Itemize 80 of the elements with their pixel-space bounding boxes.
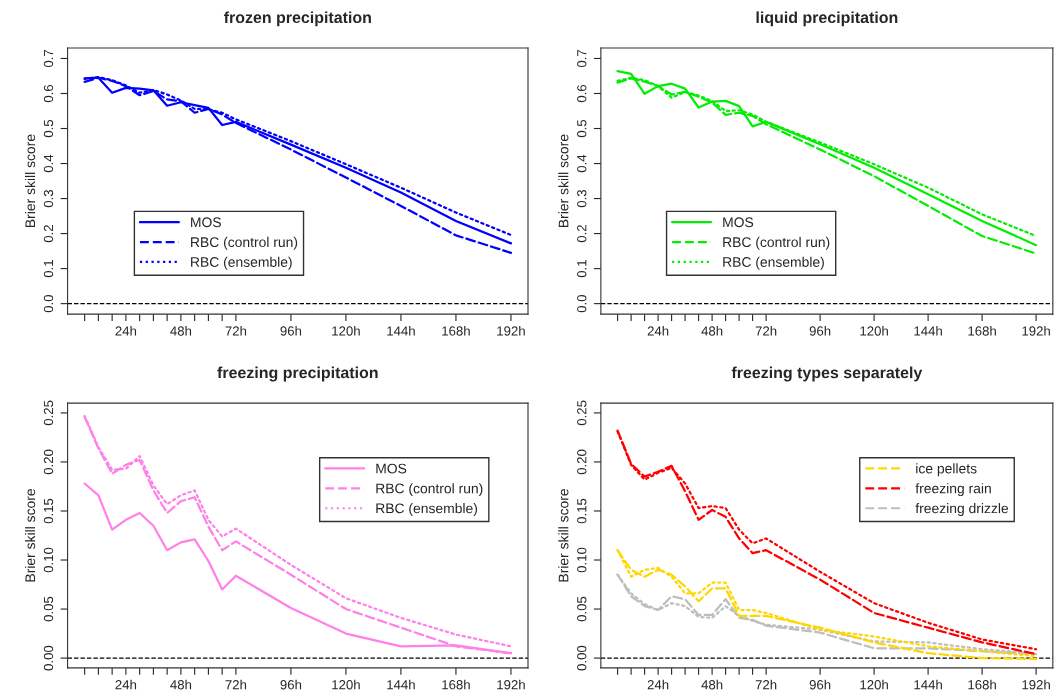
legend-label: RBC (ensemble) [723,256,824,270]
x-tick-label: 192h [497,325,525,336]
x-tick-label: 48h [170,679,192,690]
y-tick-label: 0.15 [577,498,587,524]
legend-label: RBC (control run) [376,483,483,497]
x-tick-label: 192h [497,679,525,690]
x-tick-label: 120h [332,679,360,690]
x-tick-label: 168h [968,325,996,336]
y-tick-label: 0.20 [577,449,587,475]
x-tick-label: 24h [647,679,669,690]
x-tick-label: 192h [1022,325,1050,336]
y-axis-title: Brier skill score [24,489,36,582]
x-tick-label: 120h [860,679,888,690]
chart-title: freezing types separately [731,366,923,382]
x-tick-label: 144h [387,325,415,336]
x-tick-label: 24h [115,679,137,690]
y-tick-label: 0.05 [43,596,54,622]
y-tick-label: 0.10 [43,547,54,573]
x-tick-label: 96h [280,679,302,690]
x-tick-label: 168h [442,325,470,336]
legend-label: RBC (ensemble) [191,256,292,270]
y-tick-label: 0.2 [577,225,587,243]
y-tick-label: 0.0 [577,294,587,313]
legend-label: MOS [376,463,407,474]
x-tick-label: 144h [914,679,942,690]
y-axis-title: Brier skill score [558,134,569,227]
y-tick-label: 0.1 [43,260,54,278]
y-tick-label: 0.6 [577,84,587,103]
y-tick-label: 0.25 [577,400,587,426]
x-tick-label: 48h [701,325,723,336]
x-tick-label: 96h [280,325,302,336]
y-tick-label: 0.10 [577,547,587,573]
x-tick-label: 96h [809,679,831,690]
x-tick-label: 120h [332,325,360,336]
y-tick-label: 0.20 [43,449,54,475]
x-tick-label: 144h [914,325,942,336]
x-tick-label: 192h [1022,679,1050,690]
y-tick-label: 0.1 [577,260,587,278]
y-tick-label: 0.5 [43,119,54,138]
y-axis-title: Brier skill score [24,134,36,227]
chart-title: frozen precipitation [223,11,371,27]
y-tick-label: 0.4 [43,154,54,173]
x-tick-label: 72h [225,325,247,336]
legend-label: freezing rain [915,483,991,497]
legend-label: RBC (control run) [723,236,830,250]
x-tick-label: 72h [755,325,777,336]
y-tick-label: 0.25 [43,400,54,426]
legend-label: freezing drizzle [915,503,1009,516]
y-tick-label: 0.4 [577,154,587,173]
y-tick-label: 0.05 [577,596,587,622]
y-tick-label: 0.7 [577,49,587,68]
legend-label: RBC (ensemble) [376,503,478,516]
legend-label: ice pellets [916,463,977,477]
y-tick-label: 0.3 [577,189,587,208]
y-tick-label: 0.5 [577,119,587,138]
x-tick-label: 96h [809,325,831,336]
y-tick-label: 0.2 [43,225,54,243]
y-tick-label: 0.15 [43,498,54,524]
x-tick-label: 144h [387,679,415,690]
y-tick-label: 0.0 [43,294,54,313]
chart-title: freezing precipitation [217,366,378,382]
x-tick-label: 72h [755,679,777,690]
legend-label: RBC (control run) [191,236,298,250]
y-tick-label: 0.6 [43,84,54,103]
x-tick-label: 120h [860,325,888,336]
legend-label: MOS [191,217,221,228]
x-tick-label: 48h [701,679,723,690]
x-tick-label: 72h [225,679,247,690]
x-tick-label: 48h [170,325,192,336]
y-tick-label: 0.00 [577,645,587,671]
x-tick-label: 168h [968,679,996,690]
x-tick-label: 24h [647,325,669,336]
x-tick-label: 24h [115,325,137,336]
y-axis-title: Brier skill score [558,489,569,582]
legend-label: MOS [723,217,754,228]
chart-title: liquid precipitation [756,11,898,27]
y-tick-label: 0.00 [43,645,54,671]
x-tick-label: 168h [442,679,470,690]
y-tick-label: 0.7 [43,49,54,68]
y-tick-label: 0.3 [43,189,54,208]
